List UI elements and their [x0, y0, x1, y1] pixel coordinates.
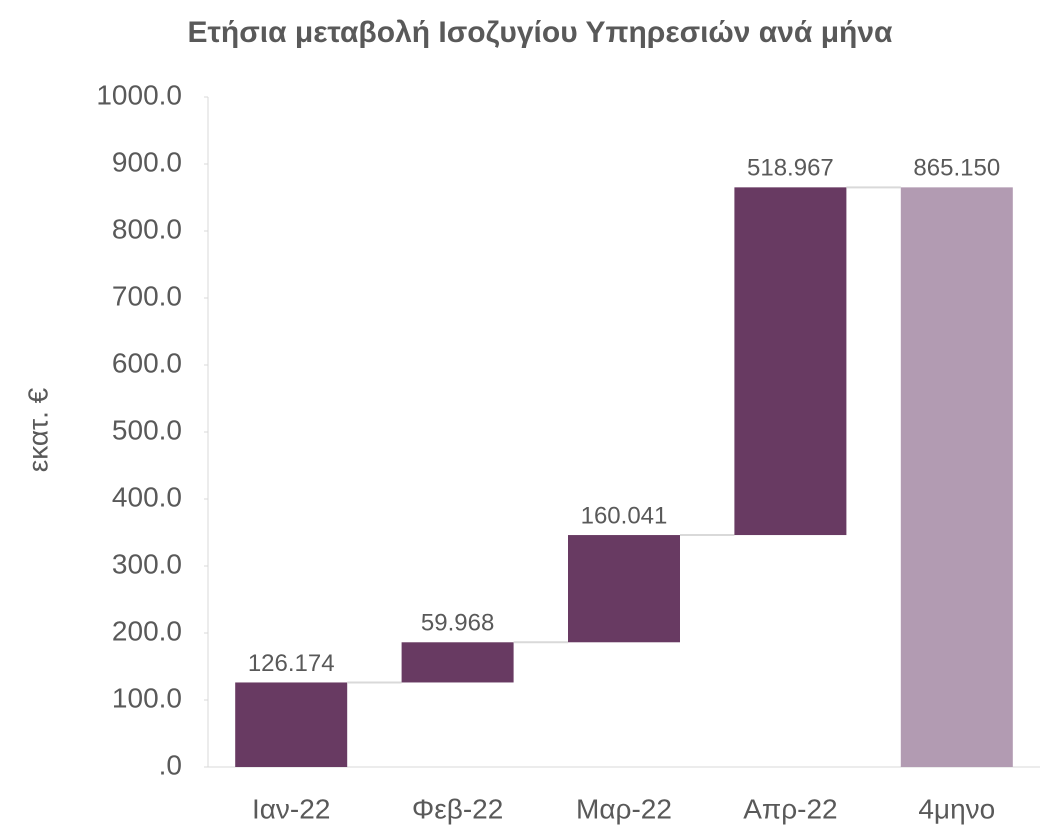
bar [900, 187, 1013, 768]
data-label: 865.150 [913, 155, 1000, 182]
x-tick-label: Φεβ-22 [412, 793, 503, 824]
x-tick-label: Απρ-22 [743, 793, 837, 824]
data-label: 126.174 [248, 650, 335, 677]
y-tick-label: 400.0 [112, 481, 182, 512]
y-tick-label: 500.0 [112, 414, 182, 445]
y-axis-label: εκατ. € [22, 387, 53, 472]
y-tick-label: 200.0 [112, 615, 182, 646]
data-label: 59.968 [421, 610, 494, 637]
bar [568, 535, 680, 643]
y-tick-label: .0 [159, 749, 182, 780]
bar [235, 682, 348, 767]
x-tick-label: Ιαν-22 [252, 793, 330, 824]
x-tick-label: 4μηνο [918, 793, 995, 824]
bar [734, 187, 847, 536]
chart-title: Ετήσια μεταβολή Ισοζυγίου Υπηρεσιών ανά … [187, 16, 893, 49]
y-tick-label: 1000.0 [96, 79, 182, 110]
y-tick-label: 900.0 [112, 146, 182, 177]
y-tick-label: 300.0 [112, 548, 182, 579]
data-label: 518.967 [747, 155, 834, 182]
data-label: 160.041 [581, 502, 668, 529]
y-tick-label: 100.0 [112, 682, 182, 713]
y-tick-label: 800.0 [112, 213, 182, 244]
x-tick-label: Μαρ-22 [576, 793, 672, 824]
bar [401, 642, 514, 683]
y-tick-label: 700.0 [112, 280, 182, 311]
y-tick-label: 600.0 [112, 347, 182, 378]
